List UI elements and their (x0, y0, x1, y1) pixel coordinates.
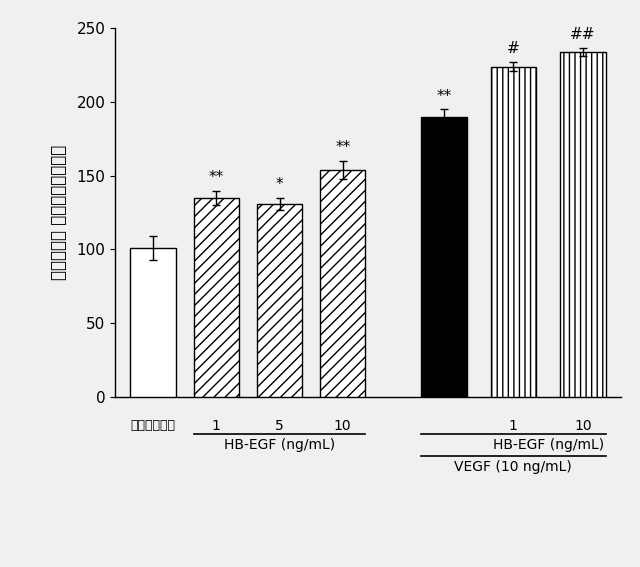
Text: HB-EGF (ng/mL): HB-EGF (ng/mL) (224, 438, 335, 452)
Y-axis label: 増殖率（％ 対コントロール）: 増殖率（％ 対コントロール） (51, 145, 68, 280)
Text: **: ** (209, 170, 224, 185)
Bar (131, 248, 176, 397)
Text: コントロール: コントロール (131, 419, 175, 432)
Bar (320, 170, 365, 397)
Text: 10: 10 (574, 419, 592, 433)
Bar (491, 67, 536, 397)
Text: 1: 1 (509, 419, 518, 433)
Text: ##: ## (570, 27, 596, 41)
Text: 1: 1 (212, 419, 221, 433)
Text: **: ** (436, 88, 451, 104)
Text: **: ** (335, 140, 350, 155)
Text: HB-EGF (ng/mL): HB-EGF (ng/mL) (493, 438, 604, 452)
Text: #: # (507, 41, 520, 56)
Text: 5: 5 (275, 419, 284, 433)
Text: VEGF (10 ng/mL): VEGF (10 ng/mL) (454, 460, 572, 474)
Text: 10: 10 (334, 419, 351, 433)
Bar (421, 117, 467, 397)
Bar (560, 52, 605, 397)
Bar (193, 198, 239, 397)
Text: *: * (276, 177, 284, 192)
Bar (257, 204, 302, 397)
